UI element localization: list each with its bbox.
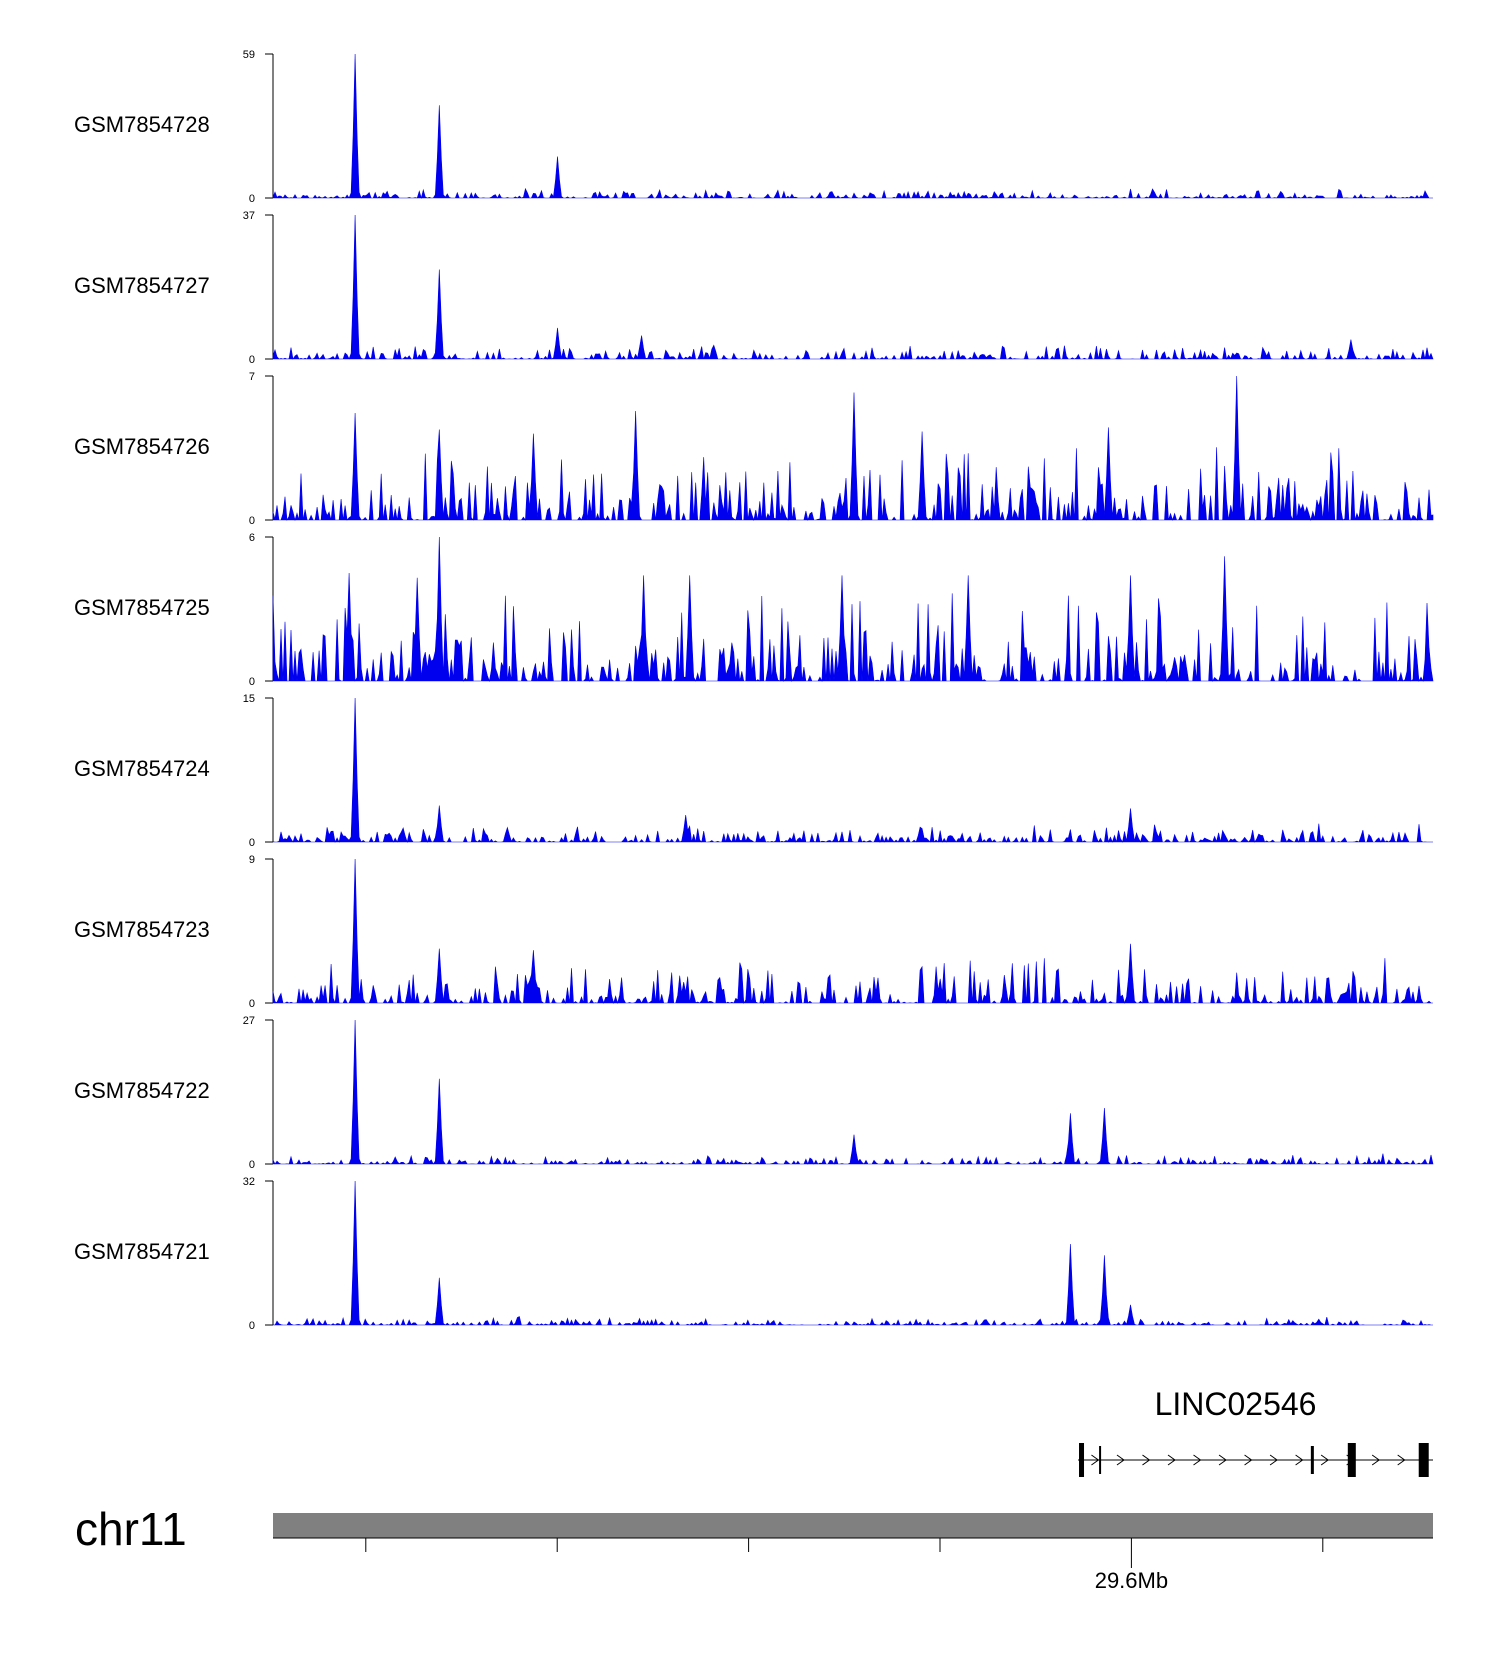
track-GSM7854723: GSM7854723 9 0 bbox=[74, 854, 1433, 1010]
exon bbox=[1310, 1446, 1314, 1474]
coverage-area bbox=[272, 375, 1434, 522]
coverage-area bbox=[272, 697, 1433, 844]
coverage-area bbox=[272, 536, 1434, 683]
track-label: GSM7854726 bbox=[74, 434, 210, 459]
y-min-label: 0 bbox=[249, 354, 255, 366]
strand-arrow bbox=[1269, 1454, 1278, 1466]
track-GSM7854721: GSM7854721 32 0 bbox=[74, 1176, 1433, 1332]
track-label: GSM7854721 bbox=[74, 1239, 210, 1264]
y-min-label: 0 bbox=[249, 515, 255, 527]
y-max-label: 7 bbox=[249, 371, 255, 383]
strand-arrow bbox=[1320, 1454, 1329, 1466]
coverage-area bbox=[272, 214, 1434, 360]
track-label: GSM7854724 bbox=[74, 756, 210, 781]
strand-arrow bbox=[1397, 1454, 1406, 1466]
strand-arrow bbox=[1371, 1454, 1381, 1466]
track-GSM7854724: GSM7854724 15 0 bbox=[74, 693, 1433, 849]
exon bbox=[1099, 1446, 1102, 1474]
coverage-tracks: GSM7854728590GSM7854727370GSM785472670GS… bbox=[74, 49, 1434, 1332]
y-max-label: 15 bbox=[243, 693, 255, 705]
gene-label: LINC02546 bbox=[1155, 1386, 1317, 1422]
axis-tick-label: 29.6Mb bbox=[1095, 1568, 1168, 1593]
track-label: GSM7854725 bbox=[74, 595, 210, 620]
track-label: GSM7854728 bbox=[74, 112, 210, 137]
coverage-area bbox=[272, 1019, 1434, 1165]
strand-arrow bbox=[1116, 1454, 1125, 1466]
track-label: GSM7854723 bbox=[74, 917, 210, 942]
coverage-area bbox=[272, 53, 1433, 200]
ideogram-track: chr11 29.6Mb bbox=[75, 1503, 1433, 1593]
y-min-label: 0 bbox=[249, 998, 255, 1010]
y-min-label: 0 bbox=[249, 676, 255, 688]
track-GSM7854727: GSM7854727 37 0 bbox=[74, 210, 1434, 366]
y-min-label: 0 bbox=[249, 193, 255, 205]
track-GSM7854726: GSM7854726 7 0 bbox=[74, 371, 1434, 527]
exon bbox=[1347, 1443, 1356, 1477]
y-max-label: 59 bbox=[243, 49, 255, 61]
coverage-area bbox=[272, 1180, 1433, 1326]
strand-arrow bbox=[1295, 1454, 1304, 1466]
y-min-label: 0 bbox=[249, 1320, 255, 1332]
track-label: GSM7854722 bbox=[74, 1078, 210, 1103]
y-max-label: 37 bbox=[243, 210, 255, 222]
track-GSM7854728: GSM7854728 59 0 bbox=[74, 49, 1433, 205]
chromosome-ideogram bbox=[273, 1513, 1433, 1538]
strand-arrow bbox=[1244, 1454, 1253, 1466]
track-label: GSM7854727 bbox=[74, 273, 210, 298]
y-max-label: 6 bbox=[249, 532, 255, 544]
strand-arrow bbox=[1142, 1454, 1151, 1466]
track-GSM7854722: GSM7854722 27 0 bbox=[74, 1015, 1434, 1171]
gene-model bbox=[1078, 1443, 1433, 1477]
strand-arrow bbox=[1218, 1454, 1227, 1466]
chromosome-label: chr11 bbox=[75, 1503, 187, 1555]
y-max-label: 32 bbox=[243, 1176, 255, 1188]
y-min-label: 0 bbox=[249, 1159, 255, 1171]
gene-track: LINC02546 bbox=[1078, 1386, 1433, 1477]
strand-arrow bbox=[1167, 1454, 1176, 1466]
exon bbox=[1418, 1443, 1429, 1477]
coverage-area bbox=[272, 858, 1433, 1005]
y-min-label: 0 bbox=[249, 837, 255, 849]
strand-arrow bbox=[1091, 1454, 1100, 1466]
track-GSM7854725: GSM7854725 6 0 bbox=[74, 532, 1434, 688]
y-max-label: 27 bbox=[243, 1015, 255, 1027]
y-max-label: 9 bbox=[249, 854, 255, 866]
strand-arrow bbox=[1193, 1454, 1202, 1466]
exon bbox=[1079, 1443, 1085, 1477]
genome-axis bbox=[273, 1537, 1433, 1568]
